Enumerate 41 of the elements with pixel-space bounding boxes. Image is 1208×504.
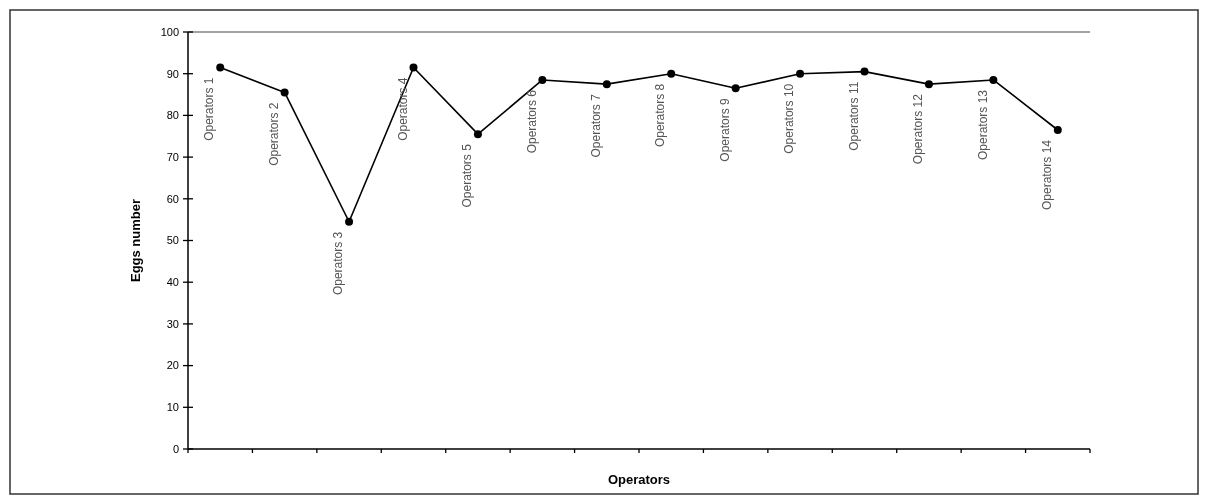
y-tick-label: 100 bbox=[160, 25, 179, 38]
y-tick-label: 40 bbox=[166, 276, 179, 289]
y-axis-title: Eggs number bbox=[128, 198, 143, 283]
point bbox=[731, 84, 740, 93]
point bbox=[989, 75, 998, 84]
x-axis-title: Operators bbox=[607, 472, 671, 487]
x-tick-label: Operators 3 bbox=[331, 231, 346, 296]
y-tick-label: 10 bbox=[166, 401, 179, 414]
x-tick-label: Operators 10 bbox=[782, 83, 797, 154]
x-tick-label: Operators 4 bbox=[395, 77, 410, 141]
point bbox=[924, 80, 933, 89]
point bbox=[280, 88, 289, 97]
x-tick-label: Operators 13 bbox=[975, 89, 990, 160]
y-tick-label: 80 bbox=[166, 109, 179, 122]
y-tick-label: 20 bbox=[166, 359, 179, 372]
x-tick-label: Operators 14 bbox=[1039, 139, 1054, 211]
y-tick-label: 0 bbox=[172, 442, 179, 455]
point bbox=[538, 75, 547, 84]
x-tick-label: Operators 7 bbox=[588, 93, 603, 158]
point bbox=[345, 217, 354, 226]
y-tick-label: 90 bbox=[166, 67, 179, 80]
y-tick-label: 60 bbox=[166, 192, 179, 205]
x-tick-label: Operators 9 bbox=[717, 97, 732, 162]
y-tick-label: 50 bbox=[166, 234, 179, 247]
point bbox=[1053, 126, 1062, 134]
x-tick-label: Operators 6 bbox=[524, 89, 539, 154]
x-tick-label: Operators 8 bbox=[653, 83, 668, 148]
point bbox=[409, 63, 418, 72]
y-tick-label: 70 bbox=[166, 150, 179, 163]
point bbox=[473, 130, 482, 139]
x-tick-label: Operators 2 bbox=[266, 102, 281, 166]
point bbox=[216, 63, 225, 72]
point bbox=[602, 80, 611, 89]
x-tick-label: Operators 11 bbox=[846, 81, 861, 151]
x-tick-label: Operators 12 bbox=[911, 93, 926, 165]
y-tick-label: 30 bbox=[166, 317, 179, 330]
point bbox=[667, 69, 676, 78]
x-tick-label: Operators 1 bbox=[202, 77, 217, 141]
x-tick-label: Operators 5 bbox=[460, 143, 475, 208]
point bbox=[796, 69, 805, 78]
point bbox=[860, 67, 869, 76]
